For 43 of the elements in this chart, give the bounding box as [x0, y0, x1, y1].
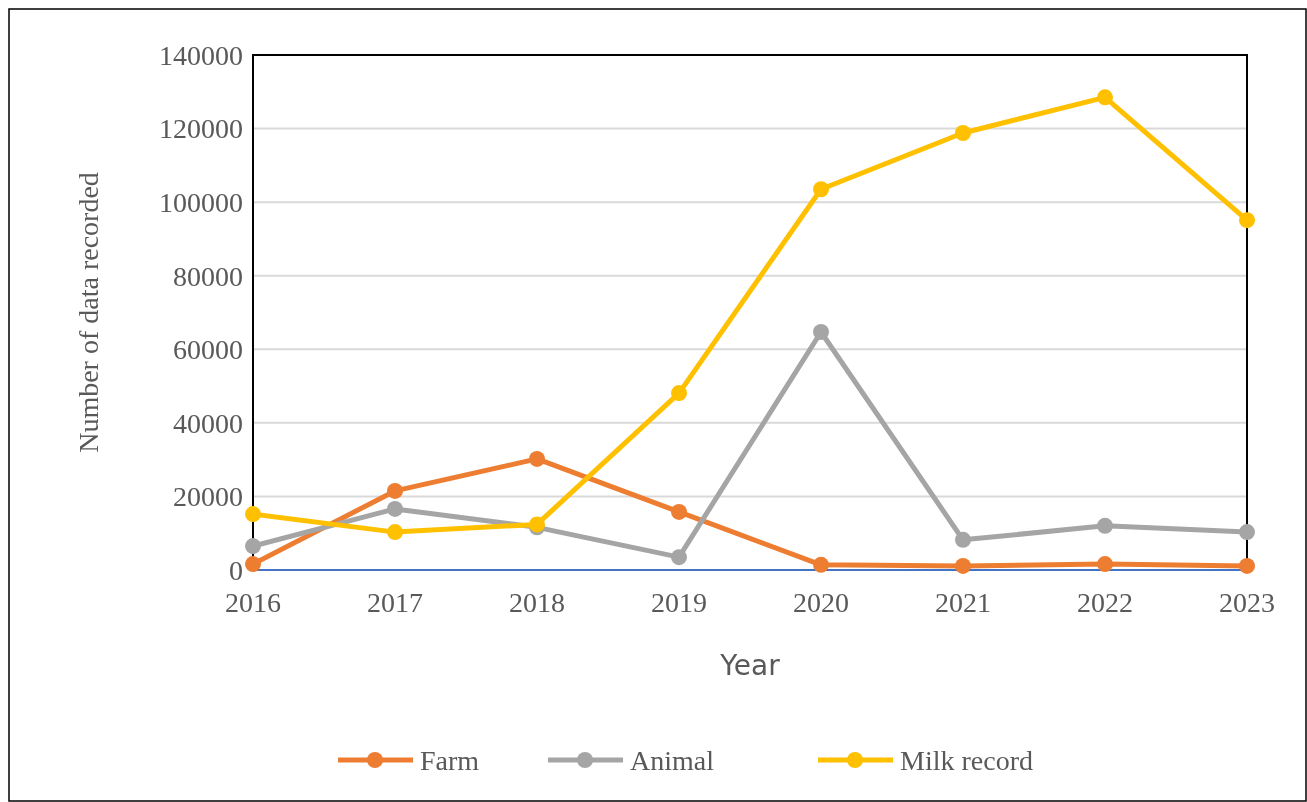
point — [245, 506, 261, 523]
point — [955, 557, 971, 574]
point — [529, 450, 545, 467]
y-tick-label: 140000 — [159, 39, 243, 71]
point — [671, 549, 687, 566]
point — [387, 524, 403, 541]
point — [1239, 524, 1255, 541]
x-tick-label: 2022 — [1077, 587, 1133, 618]
point — [1097, 89, 1113, 106]
y-tick-label: 60000 — [173, 334, 243, 366]
point — [245, 538, 261, 555]
point — [813, 324, 829, 340]
point — [955, 531, 971, 548]
point — [955, 124, 971, 141]
y-tick-label: 20000 — [173, 481, 243, 513]
point — [1097, 556, 1113, 573]
point — [387, 482, 403, 499]
y-tick-label: 120000 — [159, 113, 243, 145]
point — [813, 181, 829, 198]
y-tick-label: 40000 — [173, 407, 243, 439]
point — [671, 385, 687, 402]
y-axis-title: Number of data recorded — [73, 172, 104, 453]
x-axis-title: Year — [719, 649, 781, 682]
point — [813, 556, 829, 573]
legend-label: Animal — [630, 744, 715, 776]
point — [671, 503, 687, 520]
x-tick-label: 2023 — [1219, 587, 1275, 618]
y-tick-label: 80000 — [173, 260, 243, 292]
x-tick-label: 2021 — [935, 587, 991, 618]
x-tick-label: 2017 — [367, 587, 423, 618]
y-tick-label: 0 — [229, 554, 243, 586]
point — [245, 556, 261, 573]
y-tick-label: 100000 — [159, 186, 243, 218]
x-tick-label: 2016 — [225, 587, 281, 618]
point — [1239, 557, 1255, 574]
point — [1239, 212, 1255, 229]
legend-label: Milk record — [900, 744, 1033, 776]
point — [1097, 517, 1113, 534]
legend-label: Farm — [420, 744, 480, 776]
x-tick-label: 2018 — [509, 587, 565, 618]
x-tick-label: 2020 — [793, 587, 849, 618]
point — [387, 500, 403, 517]
x-tick-label: 2019 — [651, 587, 707, 618]
